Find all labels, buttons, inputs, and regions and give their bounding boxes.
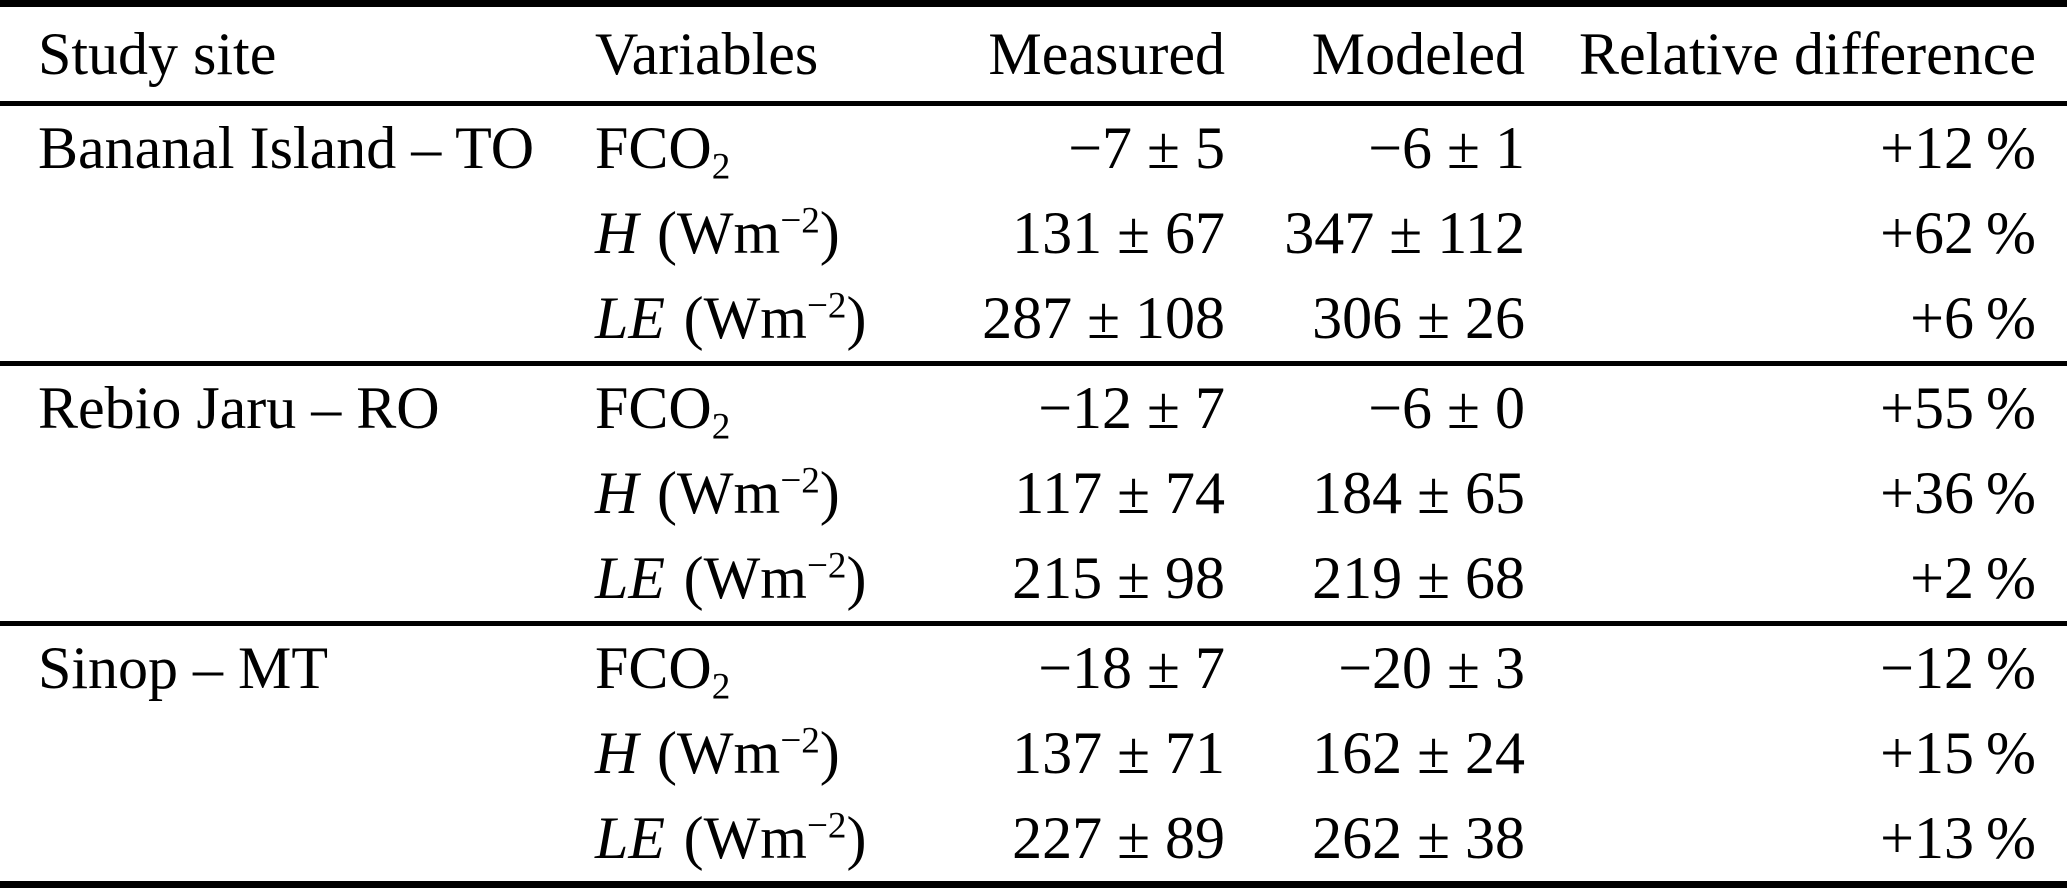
- header-modeled: Modeled: [1311, 20, 1525, 87]
- table-top-rule: [0, 0, 2067, 7]
- variable-symbol: H: [595, 720, 639, 786]
- table-row: H (Wm−2) 137 ± 71 162 ± 24 +15 %: [0, 711, 2067, 796]
- table-row: H (Wm−2) 117 ± 74 184 ± 65 +36 %: [0, 451, 2067, 536]
- header-relative-difference: Relative difference: [1579, 20, 2036, 87]
- variable-unit-close: ): [846, 805, 867, 871]
- variable-symbol: LE: [595, 285, 666, 351]
- measured-value: −7 ± 5: [1068, 115, 1225, 181]
- variable-cell: FCO2: [595, 634, 905, 706]
- relative-difference-value: −12 %: [1880, 635, 2036, 701]
- variable-cell: H (Wm−2): [595, 199, 905, 268]
- variable-unit-close: ): [819, 200, 840, 266]
- variable-symbol: H: [595, 460, 639, 526]
- table-group-sinop: Sinop – MT FCO2 −18 ± 7 −20 ± 3 −12 % H …: [0, 626, 2067, 881]
- variable-cell: H (Wm−2): [595, 719, 905, 788]
- site-cell: Bananal Island – TO: [38, 115, 535, 181]
- modeled-value: −6 ± 0: [1368, 375, 1525, 441]
- table-group-bananal-island: Bananal Island – TO FCO2 −7 ± 5 −6 ± 1 +…: [0, 106, 2067, 361]
- measured-value: 131 ± 67: [1012, 200, 1225, 266]
- variable-exponent: −2: [806, 805, 847, 847]
- variable-unit-open: (Wm: [668, 545, 807, 611]
- variable-exponent: −2: [780, 200, 820, 242]
- relative-difference-value: +62 %: [1880, 200, 2036, 266]
- relative-difference-value: +55 %: [1880, 375, 2036, 441]
- header-measured: Measured: [988, 20, 1225, 87]
- table-row: LE (Wm−2) 287 ± 108 306 ± 26 +6 %: [0, 276, 2067, 361]
- table-row: Rebio Jaru – RO FCO2 −12 ± 7 −6 ± 0 +55 …: [0, 366, 2067, 451]
- variable-cell: H (Wm−2): [595, 459, 905, 528]
- variable-unit-close: ): [846, 545, 867, 611]
- group-separator-rule: [0, 621, 2067, 626]
- modeled-value: −20 ± 3: [1338, 635, 1525, 701]
- variable-unit-close: ): [819, 720, 840, 786]
- variable-unit-open: (Wm: [641, 720, 781, 786]
- measured-value: 227 ± 89: [1012, 805, 1225, 871]
- variable-symbol: H: [595, 200, 639, 266]
- table-row: LE (Wm−2) 215 ± 98 219 ± 68 +2 %: [0, 536, 2067, 621]
- table-row: Sinop – MT FCO2 −18 ± 7 −20 ± 3 −12 %: [0, 626, 2067, 711]
- variable-roman: FCO: [595, 635, 712, 701]
- modeled-value: 347 ± 112: [1284, 200, 1525, 266]
- header-separator-rule: [0, 101, 2067, 106]
- variable-subscript: 2: [711, 666, 731, 708]
- relative-difference-value: +13 %: [1880, 805, 2036, 871]
- variable-unit-close: ): [819, 460, 840, 526]
- variable-unit-close: ): [846, 285, 867, 351]
- group-separator-rule: [0, 361, 2067, 366]
- variable-cell: LE (Wm−2): [595, 544, 905, 613]
- variable-roman: FCO: [595, 115, 712, 181]
- modeled-value: 306 ± 26: [1312, 285, 1525, 351]
- measured-value: 117 ± 74: [1014, 460, 1225, 526]
- variable-symbol: [730, 375, 734, 441]
- variable-unit-open: (Wm: [641, 200, 781, 266]
- site-cell: Sinop – MT: [38, 635, 329, 701]
- variable-roman: FCO: [595, 375, 712, 441]
- variable-symbol: LE: [595, 545, 666, 611]
- relative-difference-value: +12 %: [1880, 115, 2036, 181]
- variable-unit-open: (Wm: [668, 805, 807, 871]
- relative-difference-value: +15 %: [1880, 720, 2036, 786]
- measured-value: −12 ± 7: [1038, 375, 1225, 441]
- variable-cell: LE (Wm−2): [595, 804, 905, 873]
- variable-unit-open: (Wm: [641, 460, 781, 526]
- modeled-value: 262 ± 38: [1312, 805, 1525, 871]
- variable-symbol: LE: [595, 805, 666, 871]
- variable-cell: LE (Wm−2): [595, 284, 905, 353]
- table-bottom-rule: [0, 881, 2067, 888]
- measured-value: −18 ± 7: [1038, 635, 1225, 701]
- variable-cell: FCO2: [595, 114, 905, 186]
- header-study-site: Study site: [38, 20, 277, 87]
- table-group-rebio-jaru: Rebio Jaru – RO FCO2 −12 ± 7 −6 ± 0 +55 …: [0, 366, 2067, 621]
- modeled-value: 219 ± 68: [1312, 545, 1525, 611]
- relative-difference-value: +2 %: [1910, 545, 2036, 611]
- variable-exponent: −2: [780, 720, 820, 762]
- variable-subscript: 2: [711, 146, 731, 188]
- table-row: H (Wm−2) 131 ± 67 347 ± 112 +62 %: [0, 191, 2067, 276]
- variable-exponent: −2: [780, 460, 820, 502]
- site-cell: Rebio Jaru – RO: [38, 375, 440, 441]
- variable-exponent: −2: [806, 545, 847, 587]
- variable-symbol: [730, 115, 734, 181]
- measured-value: 137 ± 71: [1012, 720, 1225, 786]
- relative-difference-value: +6 %: [1910, 285, 2036, 351]
- modeled-value: 162 ± 24: [1312, 720, 1525, 786]
- table-row: Bananal Island – TO FCO2 −7 ± 5 −6 ± 1 +…: [0, 106, 2067, 191]
- variable-symbol: [730, 635, 734, 701]
- relative-difference-value: +36 %: [1880, 460, 2036, 526]
- table-row: LE (Wm−2) 227 ± 89 262 ± 38 +13 %: [0, 796, 2067, 881]
- table-header-row: Study site Variables Measured Modeled Re…: [0, 7, 2067, 101]
- variable-cell: FCO2: [595, 374, 905, 446]
- header-variables: Variables: [595, 20, 819, 87]
- measured-value: 287 ± 108: [982, 285, 1225, 351]
- modeled-value: −6 ± 1: [1368, 115, 1525, 181]
- variable-subscript: 2: [711, 406, 731, 448]
- variable-exponent: −2: [806, 285, 847, 327]
- measured-value: 215 ± 98: [1012, 545, 1225, 611]
- modeled-value: 184 ± 65: [1312, 460, 1525, 526]
- variable-unit-open: (Wm: [668, 285, 807, 351]
